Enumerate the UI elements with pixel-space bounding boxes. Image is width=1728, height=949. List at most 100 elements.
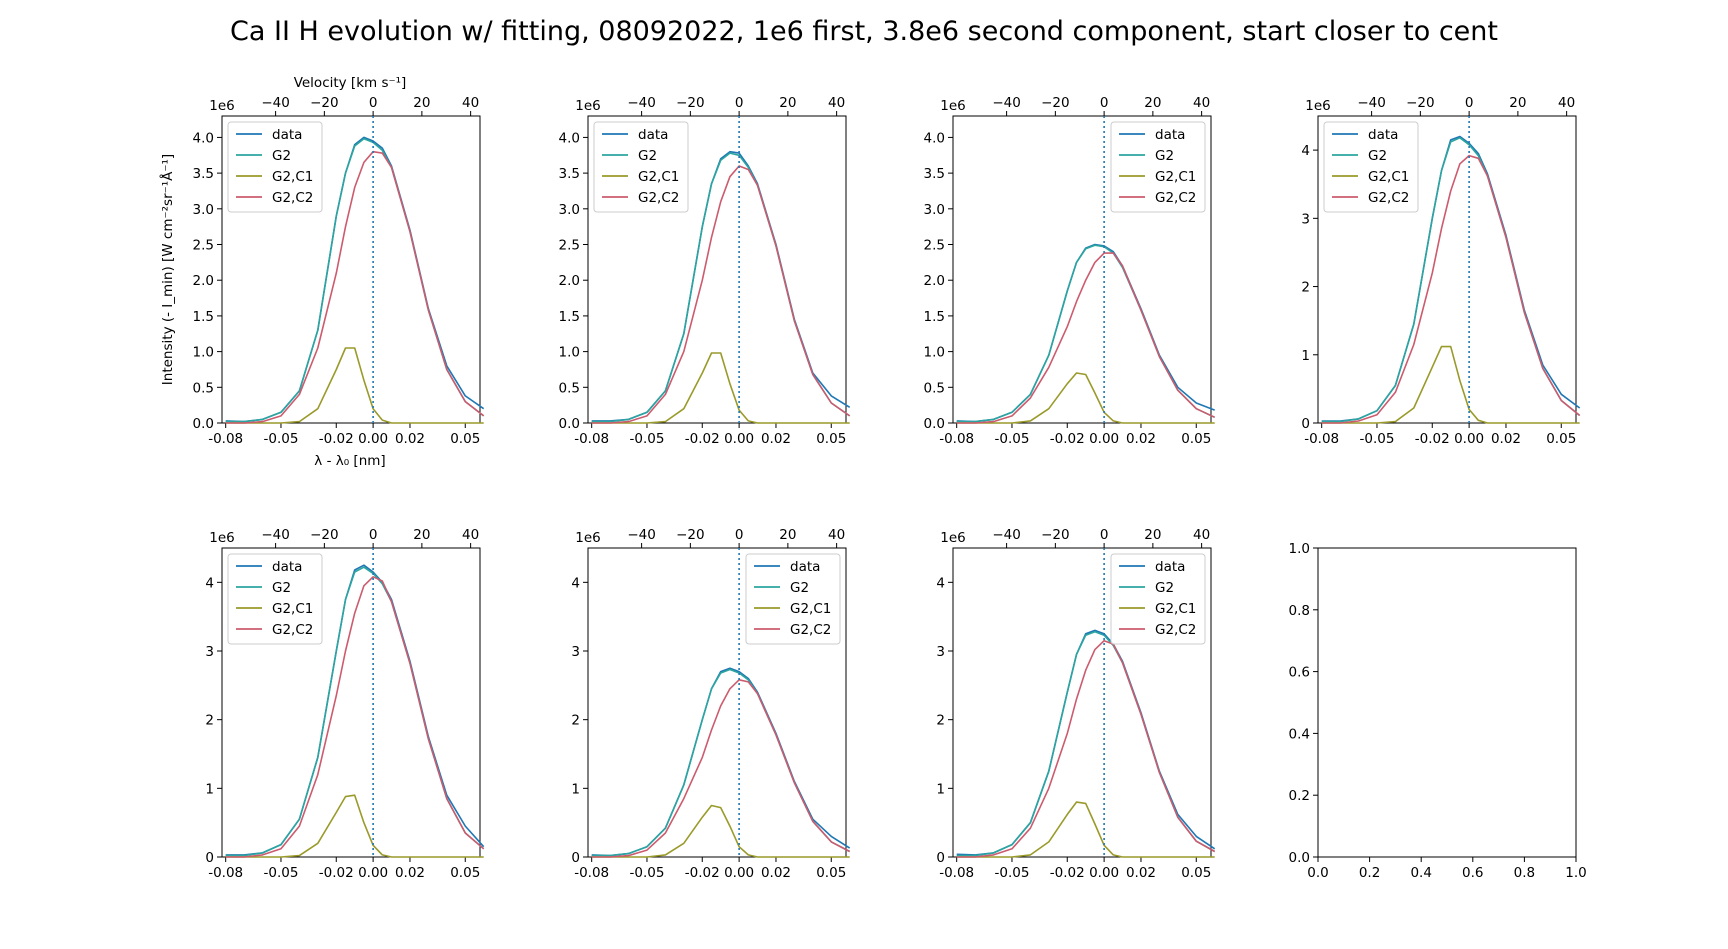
series-line-g2-c1 [225, 347, 484, 424]
y-tick-label: 3 [205, 644, 214, 660]
legend-label: G2,C2 [272, 622, 313, 638]
panel-3: -0.08 -0.05 -0.02 0.00 0.02 0.05 0.0 0.5 1.0 1.5 2… [924, 95, 1216, 447]
y-tick-label: 0.5 [193, 380, 214, 396]
y-tick-label: 4 [936, 575, 945, 591]
x-tick-label: -0.08 [574, 865, 609, 881]
top-tick-label: 0 [1100, 527, 1109, 543]
y-tick-label: 3.5 [559, 166, 580, 182]
figure-title: Ca II H evolution w/ fitting, 08092022, … [230, 16, 1498, 47]
legend-box [1110, 121, 1206, 213]
top-tick-label: −40 [627, 527, 656, 543]
series-line-g2-c1 [956, 372, 1215, 424]
y-tick-label: 2.0 [559, 273, 580, 289]
y-tick-label: 1.5 [559, 309, 580, 325]
y-tick-label: 1 [205, 781, 214, 797]
x-tick-label: -0.02 [319, 431, 354, 447]
x-tick-label: -0.08 [208, 431, 243, 447]
top-tick-label: −40 [627, 95, 656, 111]
x-tick-label: 0.00 [1089, 865, 1119, 881]
legend-label: G2,C1 [790, 601, 831, 617]
y-tick-label: 1 [936, 781, 945, 797]
series-line-g2-c2 [225, 575, 485, 858]
top-tick-label: 20 [413, 527, 430, 543]
x-tick-label: 0.00 [724, 431, 754, 447]
x-tick-label: 0.2 [1359, 865, 1380, 881]
series-line-g2-c2 [591, 165, 851, 424]
y-tick-label: 2 [936, 713, 945, 729]
top-tick-label: 20 [779, 527, 796, 543]
top-tick-label: −20 [676, 527, 705, 543]
legend-label: G2,C1 [1368, 169, 1409, 185]
y-tick-label: 0.0 [1289, 850, 1310, 866]
legend-label: G2,C2 [638, 190, 679, 206]
x-tick-label: 0.05 [816, 431, 846, 447]
panel-1: -0.08 -0.05 -0.02 0.00 0.02 0.05 0.0 0.5 1.0 1.5 2… [159, 75, 485, 469]
top-tick-label: −20 [1406, 95, 1435, 111]
x-tick-label: 0.00 [358, 431, 388, 447]
top-axis-label: Velocity [km s⁻¹] [294, 75, 407, 91]
x-tick-label: -0.02 [319, 865, 354, 881]
top-tick-label: 40 [1558, 95, 1575, 111]
y-tick-label: 1.0 [559, 345, 580, 361]
panel-2: -0.08 -0.05 -0.02 0.00 0.02 0.05 0.0 0.5 1.0 1.5 2… [559, 95, 851, 447]
y-tick-label: 1.0 [924, 345, 945, 361]
y-tick-label: 4 [205, 575, 214, 591]
y-tick-label: 4.0 [559, 130, 580, 146]
x-tick-label: 0.00 [724, 865, 754, 881]
legend-box [1110, 553, 1206, 645]
legend-label: data [272, 127, 302, 143]
legend-label: G2,C1 [1155, 169, 1196, 185]
offset-text: 1e6 [1305, 98, 1330, 114]
legend-label: G2 [272, 580, 291, 596]
x-tick-label: 0.05 [1181, 865, 1211, 881]
y-tick-label: 3 [936, 644, 945, 660]
top-tick-label: −20 [310, 95, 339, 111]
top-tick-label: 20 [1144, 527, 1161, 543]
x-tick-label: 0.6 [1462, 865, 1483, 881]
y-tick-label: 1.0 [193, 345, 214, 361]
x-tick-label: -0.02 [685, 865, 720, 881]
top-tick-label: 40 [462, 527, 479, 543]
top-tick-label: 0 [735, 527, 744, 543]
legend-label: data [790, 559, 820, 575]
legend-label: G2,C2 [1155, 622, 1196, 638]
legend-label: G2 [1155, 580, 1174, 596]
y-tick-label: 1.5 [193, 309, 214, 325]
y-tick-label: 0.6 [1289, 665, 1310, 681]
legend-box [1323, 121, 1419, 213]
legend-box [593, 121, 689, 213]
y-tick-label: 1 [571, 781, 580, 797]
x-tick-label: 0.05 [1181, 431, 1211, 447]
x-tick-label: -0.05 [630, 865, 665, 881]
y-tick-label: 4 [1301, 143, 1310, 159]
legend-label: G2,C1 [638, 169, 679, 185]
top-tick-label: 20 [413, 95, 430, 111]
y-tick-label: 2.5 [193, 238, 214, 254]
x-tick-label: 0.02 [1491, 431, 1521, 447]
y-tick-label: 0.2 [1289, 788, 1310, 804]
top-tick-label: 20 [779, 95, 796, 111]
top-tick-label: −20 [676, 95, 705, 111]
offset-text: 1e6 [575, 530, 600, 546]
top-tick-label: 0 [369, 527, 378, 543]
series-line-g2-c1 [956, 801, 1215, 858]
legend-label: G2 [790, 580, 809, 596]
legend-label: G2 [638, 148, 657, 164]
series-line-g2-c2 [956, 252, 1216, 424]
y-tick-label: 3.0 [559, 202, 580, 218]
x-tick-label: -0.02 [1050, 431, 1085, 447]
y-tick-label: 2 [205, 713, 214, 729]
top-tick-label: −20 [310, 527, 339, 543]
panel-grid: -0.08 -0.05 -0.02 0.00 0.02 0.050.00.51.01.52… [159, 75, 1587, 881]
x-tick-label: 1.0 [1565, 865, 1586, 881]
series-line-g2-c2 [225, 150, 485, 424]
x-tick-label: -0.02 [1050, 865, 1085, 881]
y-tick-label: 0.5 [559, 380, 580, 396]
series-line-g2-c1 [1321, 345, 1580, 424]
panel-7: -0.08 -0.05 -0.02 0.00 0.02 0.05 0 1 2 3 4 −40 −20 0 2… [936, 527, 1216, 881]
y-tick-label: 1.5 [924, 309, 945, 325]
y-tick-label: 0 [571, 850, 580, 866]
series-line-g2-c2 [956, 639, 1216, 858]
series-line-g2-c1 [225, 794, 484, 858]
